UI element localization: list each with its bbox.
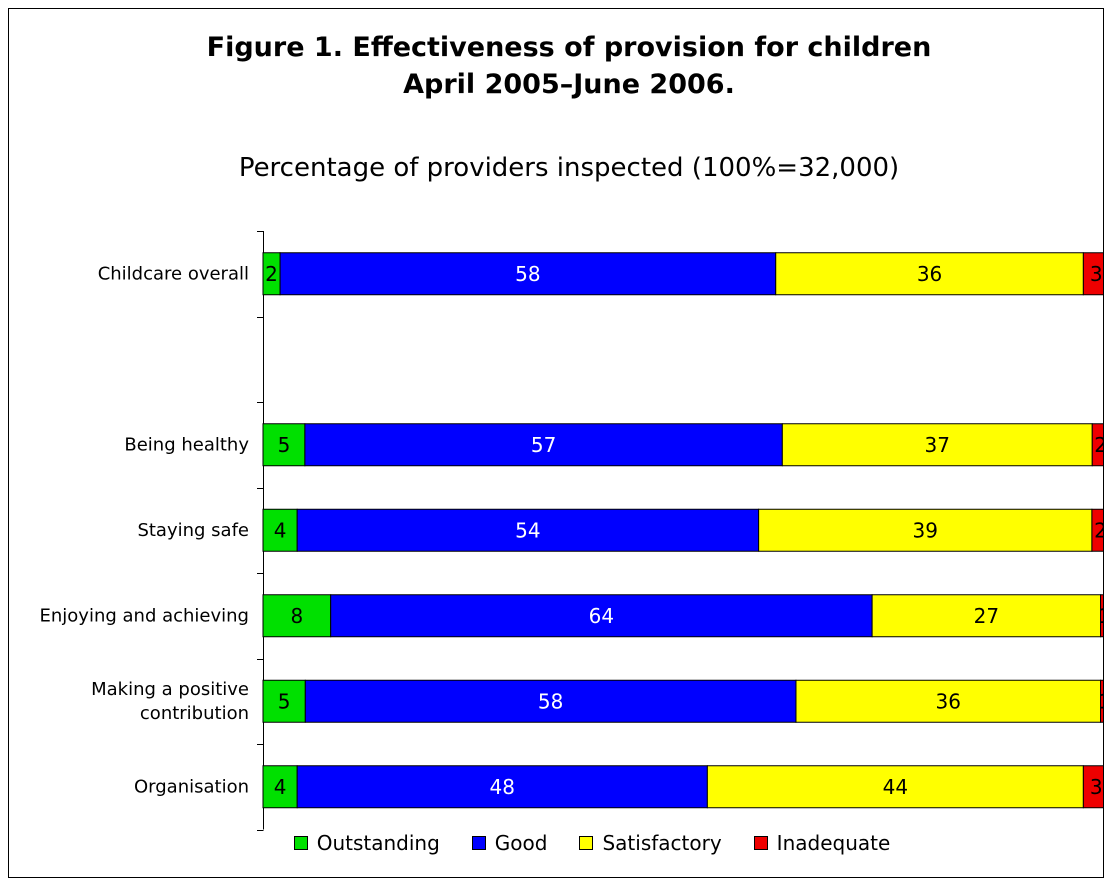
bar-staying-safe-good: [296, 508, 760, 552]
bar-staying-safe-inadequate: [1091, 508, 1103, 552]
category-label-organisation: Organisation: [134, 776, 249, 797]
legend-item-outstanding: Outstanding: [293, 831, 440, 855]
data-label-staying-safe-good: 54: [515, 518, 540, 542]
legend-item-inadequate: Inadequate: [753, 831, 891, 855]
bar-enjoying-and-achieving-good: [330, 594, 873, 638]
chart-subtitle: Percentage of providers inspected (100%=…: [238, 153, 900, 183]
data-label-staying-safe-outstanding: 4: [274, 518, 287, 542]
category-label-enjoying-and-achieving: Enjoying and achieving: [40, 605, 250, 626]
bar-being-healthy-outstanding: [262, 423, 306, 467]
data-label-childcare-overall-satisfactory: 36: [917, 262, 942, 286]
data-label-being-healthy-good: 57: [531, 433, 556, 457]
data-label-organisation-inadequate: 3: [1090, 775, 1103, 799]
bar-making-a-positive-contribution-inadequate: [1100, 679, 1103, 723]
data-label-making-a-positive-contribution-good: 58: [538, 689, 563, 713]
bar-making-a-positive-contribution-outstanding: [262, 679, 306, 723]
chart-frame: Figure 1. Effectiveness of provision for…: [8, 8, 1104, 878]
bar-staying-safe-outstanding: [262, 508, 298, 552]
data-label-enjoying-and-achieving-inadequate: 1: [1098, 604, 1104, 628]
category-label-making-a-positive-contribution: Making a positive: [91, 679, 249, 700]
data-label-organisation-satisfactory: 44: [883, 775, 908, 799]
legend-label-good: Good: [494, 831, 548, 855]
bar-enjoying-and-achieving-outstanding: [262, 594, 332, 638]
legend-swatch-satisfactory: [579, 836, 594, 850]
data-label-enjoying-and-achieving-satisfactory: 27: [974, 604, 999, 628]
bar-making-a-positive-contribution-satisfactory: [795, 679, 1102, 723]
bar-organisation-inadequate: [1082, 765, 1103, 809]
chart-title: Figure 1. Effectiveness of provision for…: [69, 29, 1069, 103]
bar-being-healthy-satisfactory: [781, 423, 1093, 467]
category-label-staying-safe: Staying safe: [137, 520, 249, 541]
chart-title-line-2: April 2005–June 2006.: [403, 69, 735, 100]
category-label-being-healthy: Being healthy: [124, 434, 249, 455]
chart-legend: Outstanding Good Satisfactory Inadequate: [9, 831, 1103, 855]
legend-swatch-good: [471, 836, 486, 850]
data-label-making-a-positive-contribution-outstanding: 5: [278, 689, 291, 713]
legend-item-good: Good: [471, 831, 548, 855]
data-label-staying-safe-satisfactory: 39: [913, 518, 938, 542]
category-label-childcare-overall: Childcare overall: [98, 263, 249, 284]
bar-enjoying-and-achieving-inadequate: [1100, 594, 1103, 638]
data-label-being-healthy-outstanding: 5: [278, 433, 291, 457]
bar-being-healthy-inadequate: [1091, 423, 1103, 467]
data-label-being-healthy-inadequate: 2: [1094, 433, 1104, 457]
legend-label-inadequate: Inadequate: [776, 831, 891, 855]
data-label-organisation-good: 48: [490, 775, 515, 799]
data-label-making-a-positive-contribution-satisfactory: 36: [936, 689, 961, 713]
bar-enjoying-and-achieving-satisfactory: [871, 594, 1102, 638]
data-label-childcare-overall-good: 58: [515, 262, 540, 286]
legend-swatch-inadequate: [753, 836, 768, 850]
data-label-enjoying-and-achieving-outstanding: 8: [290, 604, 303, 628]
legend-label-outstanding: Outstanding: [316, 831, 440, 855]
legend-swatch-outstanding: [293, 836, 308, 850]
data-label-childcare-overall-inadequate: 3: [1090, 262, 1103, 286]
chart-title-line-1: Figure 1. Effectiveness of provision for…: [206, 32, 932, 63]
legend-label-satisfactory: Satisfactory: [602, 831, 722, 855]
bar-organisation-good: [296, 765, 708, 809]
data-label-making-a-positive-contribution-inadequate: 1: [1098, 689, 1104, 713]
legend-item-satisfactory: Satisfactory: [579, 831, 722, 855]
bar-being-healthy-good: [304, 423, 783, 467]
data-label-childcare-overall-outstanding: 2: [265, 262, 278, 286]
bar-staying-safe-satisfactory: [758, 508, 1093, 552]
data-label-enjoying-and-achieving-good: 64: [589, 604, 614, 628]
data-label-staying-safe-inadequate: 2: [1094, 518, 1104, 542]
data-label-being-healthy-satisfactory: 37: [925, 433, 950, 457]
bar-childcare-overall-inadequate: [1082, 252, 1103, 296]
data-label-organisation-outstanding: 4: [274, 775, 287, 799]
bar-making-a-positive-contribution-good: [304, 679, 797, 723]
category-label-making-a-positive-contribution: contribution: [140, 703, 249, 724]
